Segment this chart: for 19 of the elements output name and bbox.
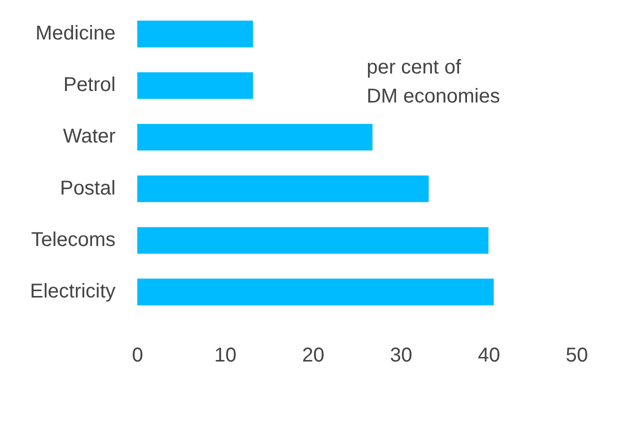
y-tick-label: Telecoms: [31, 228, 116, 251]
annotation: per cent of DM economies: [366, 56, 500, 108]
x-tick-label: 10: [214, 344, 237, 367]
x-tick-label: 20: [302, 344, 324, 367]
bar: [137, 175, 429, 202]
y-tick-label: Postal: [60, 177, 116, 200]
x-tick-label: 40: [478, 344, 500, 367]
y-tick-label: Petrol: [63, 74, 116, 96]
bar: [137, 124, 372, 151]
x-tick-label: 50: [566, 344, 588, 367]
bar: [137, 278, 494, 306]
y-tick-label: Electricity: [30, 280, 116, 303]
bar: [137, 20, 253, 48]
bar: [137, 227, 488, 254]
y-tick-label: Medicine: [36, 22, 116, 45]
x-tick-label: 30: [390, 344, 412, 367]
x-tick-label: 0: [132, 344, 144, 367]
bar: [137, 72, 253, 99]
y-tick-label: Water: [62, 126, 116, 148]
